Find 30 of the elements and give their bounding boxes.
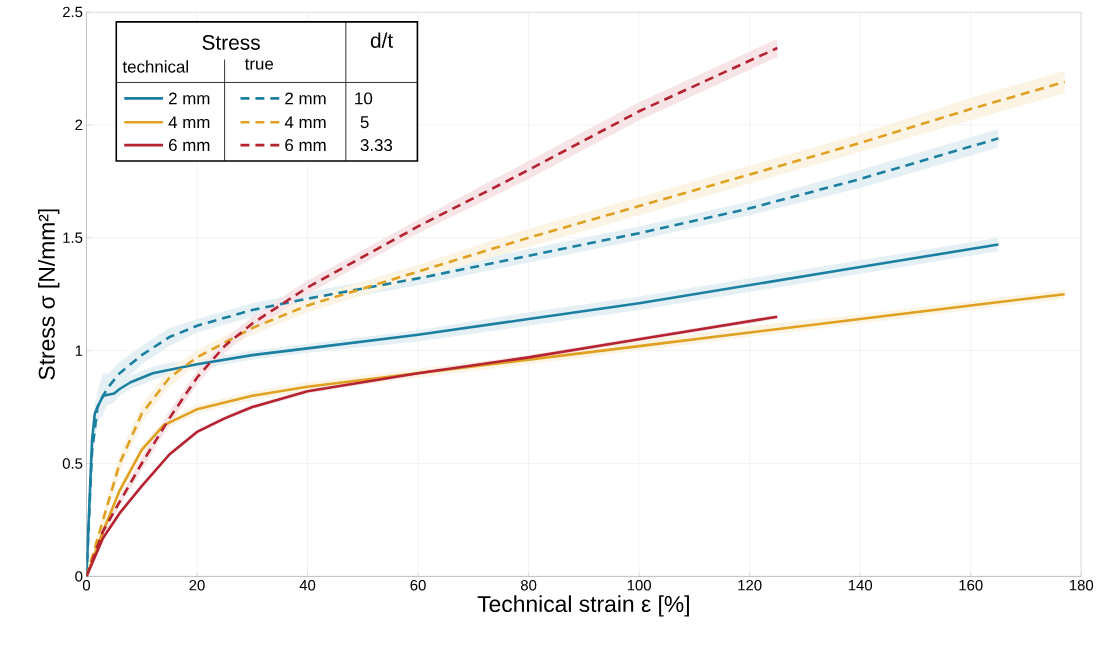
- annotation: 10: [355, 92, 373, 105]
- x-tick-label: 20: [189, 579, 205, 591]
- legend-title: Stress: [202, 35, 260, 50]
- y-tick-label: 1.5: [63, 232, 83, 243]
- legend-label: 2 mm: [169, 92, 210, 105]
- annotation: 5: [360, 116, 369, 129]
- legend-label: 4 mm: [284, 116, 326, 129]
- legend-label: 4 mm: [168, 116, 210, 129]
- legend-label: 6 mm: [169, 139, 210, 152]
- x-tick-label: 60: [410, 579, 426, 591]
- x-tick-label: 80: [520, 579, 537, 591]
- x-tick-label: 120: [738, 579, 762, 591]
- x-tick-label: 160: [959, 579, 983, 591]
- legend-label: 2 mm: [285, 92, 326, 105]
- annotation: technical: [122, 60, 188, 73]
- x-tick-label: 140: [848, 579, 873, 591]
- x-tick-label: 100: [627, 579, 651, 591]
- annotation: d/t: [370, 32, 394, 48]
- y-tick-label: 1: [75, 345, 83, 356]
- y-tick-label: 0.5: [62, 458, 83, 469]
- y-tick-label: 2: [75, 119, 83, 131]
- x-tick-label: 180: [1069, 579, 1094, 591]
- annotation: 3.33: [360, 139, 393, 152]
- legend-label: 6 mm: [285, 139, 326, 152]
- y-tick-label: 0: [75, 571, 83, 582]
- x-tick-label: 40: [299, 579, 316, 591]
- annotation: true: [244, 58, 274, 70]
- x-axis-title: Technical strain ε [%]: [477, 595, 689, 617]
- y-tick-label: 2.5: [62, 6, 83, 18]
- y-axis-title: Stress σ [N/mm²]: [38, 209, 60, 380]
